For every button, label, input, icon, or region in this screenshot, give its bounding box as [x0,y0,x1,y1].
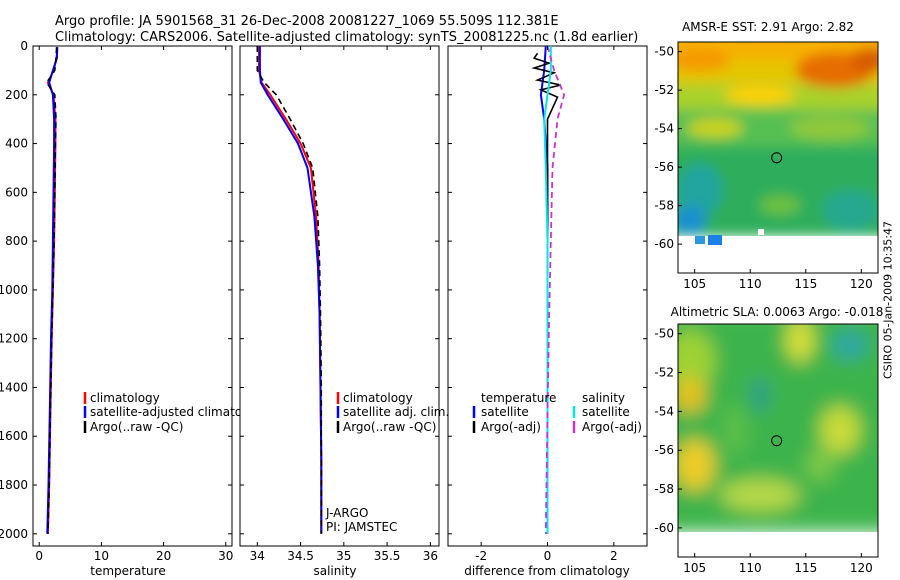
sla-argo-location-marker [771,435,783,447]
x-tick-label: 115 [794,277,817,291]
x-tick-label: 10 [94,549,109,563]
difference-legend: temperature salinity satellite Argo(-adj… [472,391,642,434]
y-tick-label: -58 [654,199,674,213]
legend-climatology: climatology [343,391,413,405]
legend-title-salinity: salinity [582,391,625,405]
y-tick-label: -60 [654,521,674,535]
x-tick-label: 0 [35,549,43,563]
x-tick-label: 110 [739,277,762,291]
title-line-2: Climatology: CARS2006. Satellite-adjuste… [55,30,639,45]
y-tick-label: 600 [5,185,28,199]
x-tick-label: 2 [610,549,618,563]
legend-title-temperature: temperature [481,391,556,405]
salinity-legend: climatology satellite adj. clim. Argo(..… [336,391,449,434]
legend-satellite-adj: satellite adj. clim. [343,405,449,419]
x-tick-label: 36 [423,549,438,563]
x-tick-label: 20 [156,549,171,563]
legend-temp-satellite: satellite [481,405,529,419]
title-line-1: Argo profile: JA 5901568_31 26-Dec-2008 … [55,14,559,29]
sst-map-title: AMSR-E SST: 2.91 Argo: 2.82 [682,20,854,34]
float-pi-label: PI: JAMSTEC [326,520,397,534]
y-tick-label: -54 [654,404,674,418]
x-tick-label: 120 [850,277,873,291]
x-tick-label: 110 [739,561,762,575]
y-tick-label: -50 [654,45,674,59]
y-tick-label: -52 [654,366,674,380]
y-tick-label: -56 [654,160,674,174]
legend-climatology: climatology [90,391,160,405]
x-tick-label: 0 [544,549,552,563]
x-tick-label: -2 [475,549,487,563]
y-tick-label: 2000 [0,527,28,541]
y-tick-label: -54 [654,122,674,136]
sla-heatmap [678,324,878,557]
legend-temp-argo: Argo(-adj) [481,420,541,434]
sla-map-frame [677,323,879,558]
sla-map-title: Altimetric SLA: 0.0063 Argo: -0.018 [671,305,884,319]
y-tick-label: -58 [654,482,674,496]
temperature-axes [32,45,233,547]
y-tick-label: 1000 [0,283,28,297]
x-tick-label: 115 [794,561,817,575]
temperature-satellite-adjusted-line [46,47,59,534]
sst-argo-location-marker [771,152,783,164]
legend-satellite-adjusted: satellite-adjusted climatology [90,405,268,419]
sst-map-panel: AMSR-E SST: 2.91 Argo: 2.82 [654,20,879,291]
sst-map-frame [677,41,879,274]
sal-argo-diff-line [544,46,566,534]
salinity-axes [239,45,440,547]
sst-heatmap [678,42,878,273]
y-tick-label: 1600 [0,429,28,443]
x-tick-label: 105 [683,561,706,575]
salinity-satellite-adjusted-line [258,46,323,534]
temperature-argo-line [45,47,58,534]
y-tick-label: 800 [5,234,28,248]
y-tick-label: 400 [5,137,28,151]
y-tick-label: -56 [654,443,674,457]
x-tick-label: 34 [250,549,265,563]
y-tick-label: -60 [654,237,674,251]
y-tick-label: -52 [654,83,674,97]
y-tick-label: 1800 [0,478,28,492]
legend-argo: Argo(..raw -QC) [343,420,436,434]
y-tick-label: 200 [5,88,28,102]
difference-panel: -2 0 2 difference from climatology tempera… [447,45,648,578]
salinity-x-axis-label: salinity [313,564,356,578]
sla-map-panel: Altimetric SLA: 0.0063 Argo: -0.018 105 1… [654,305,884,575]
temperature-x-axis-label: temperature [90,564,165,578]
y-tick-label: 1400 [0,380,28,394]
difference-x-axis-label: difference from climatology [464,564,630,578]
legend-argo: Argo(..raw -QC) [90,420,183,434]
x-tick-label: 105 [683,277,706,291]
y-tick-label: -50 [654,327,674,341]
y-tick-label: 0 [20,39,28,53]
x-tick-label: 35.5 [374,549,401,563]
temperature-panel: 0 10 20 30 0 200 400 600 800 1000 1200 1400 1600 180… [0,39,268,578]
legend-sal-satellite: satellite [582,405,630,419]
y-tick-label: 1200 [0,332,28,346]
float-program-label: J-ARGO [325,506,368,520]
x-tick-label: 30 [218,549,233,563]
legend-sal-argo: Argo(-adj) [582,420,642,434]
salinity-panel: 34 34.5 35 35.5 36 salinity climatology sate… [239,45,449,578]
temperature-legend: climatology satellite-adjusted climatolo… [83,391,268,434]
x-tick-label: 34.5 [287,549,314,563]
x-tick-label: 120 [850,561,873,575]
x-tick-label: 35 [336,549,351,563]
